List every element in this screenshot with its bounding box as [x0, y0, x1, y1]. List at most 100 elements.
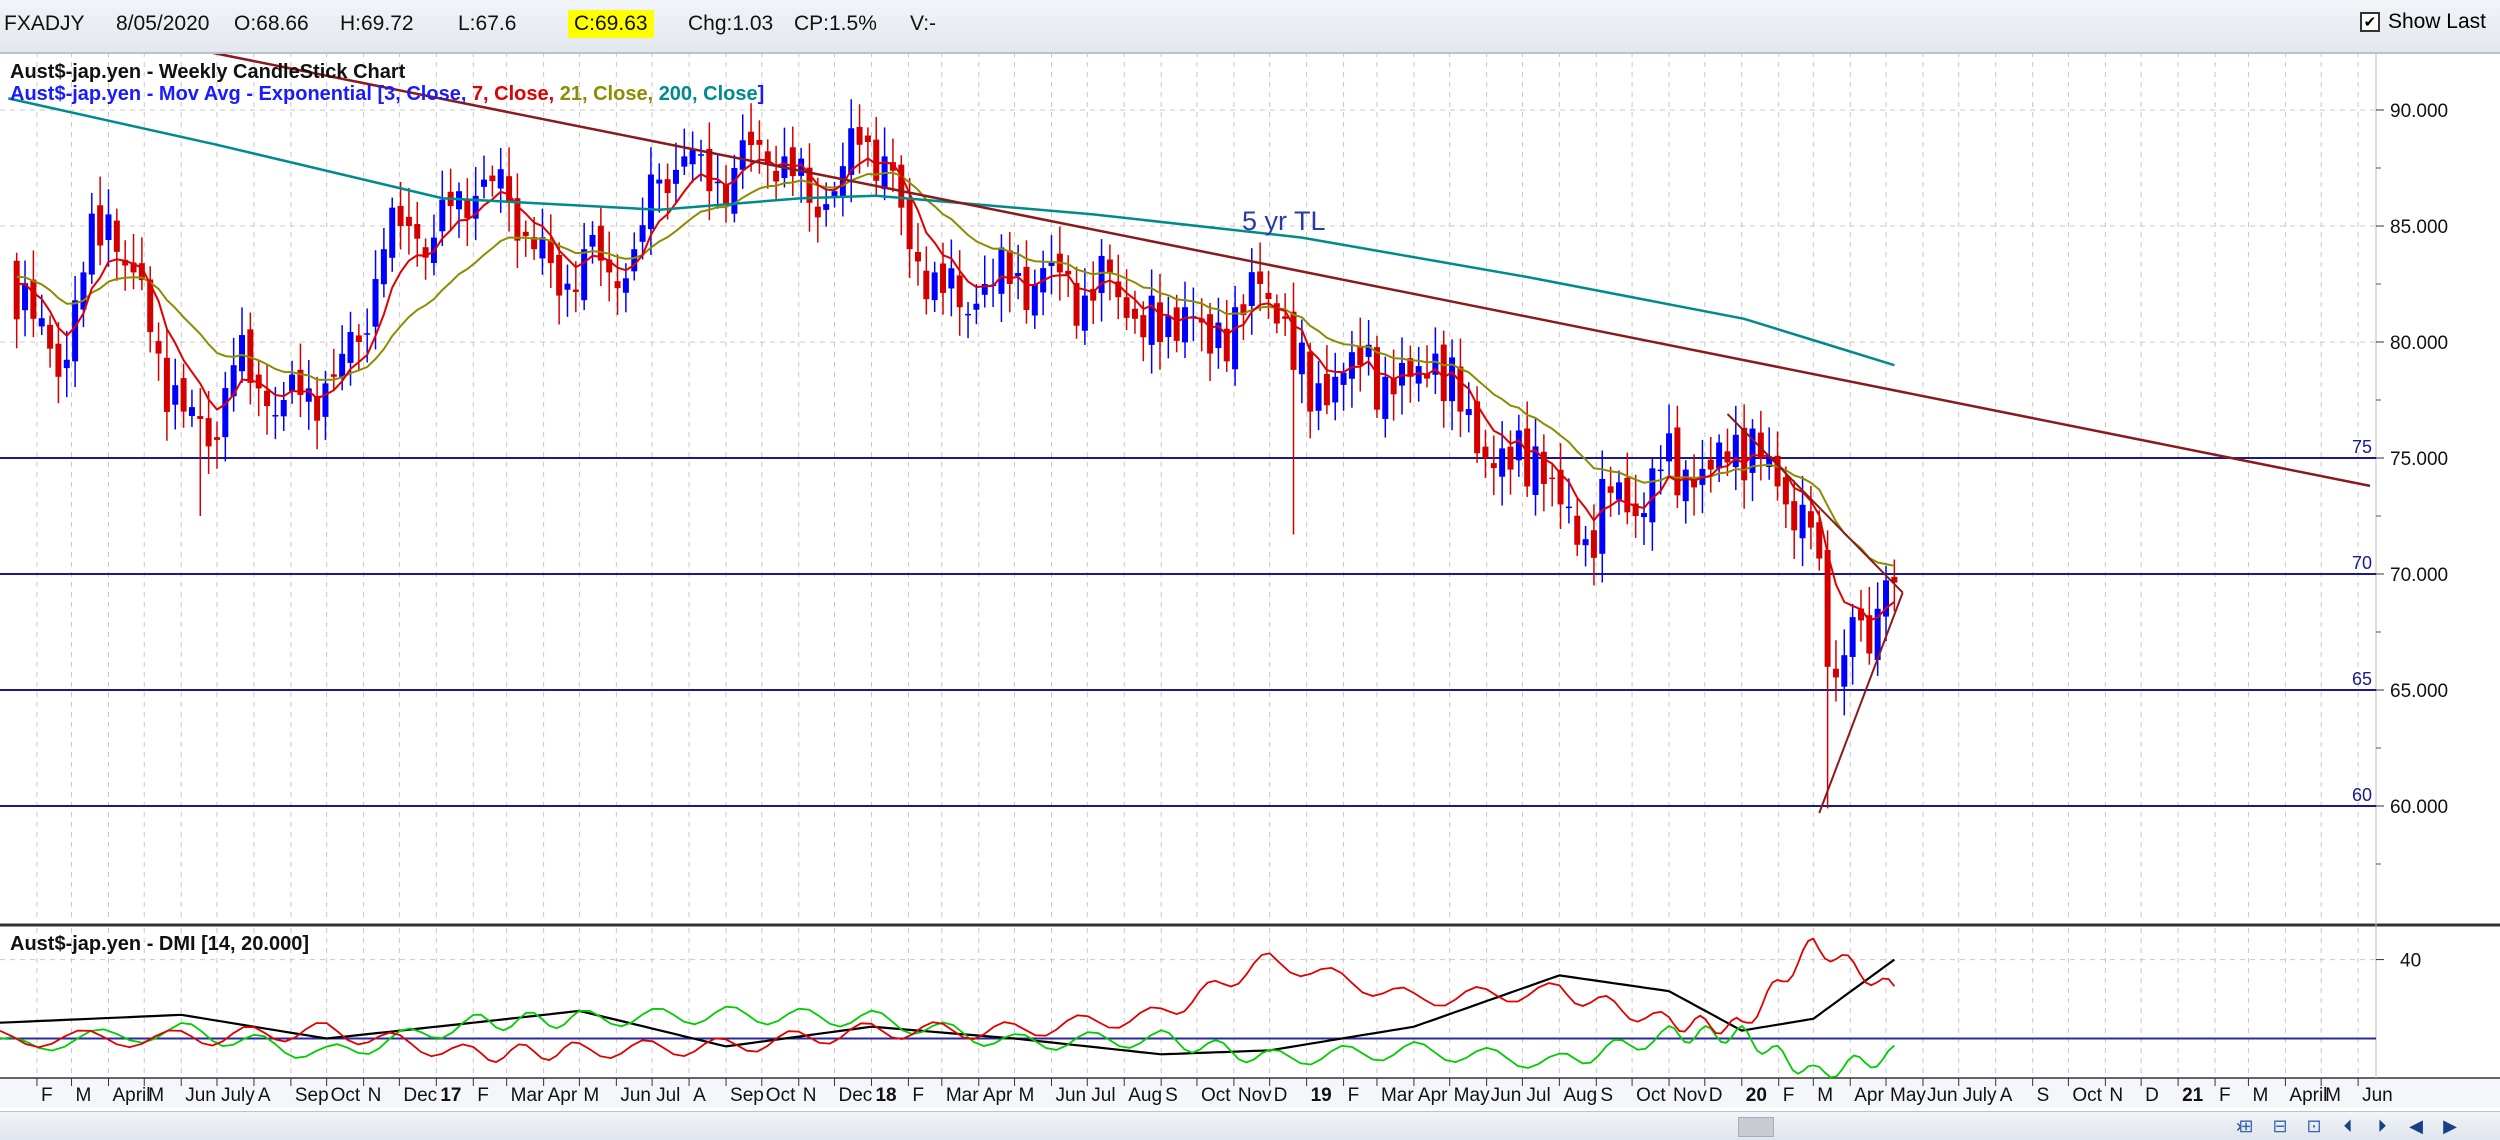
candle-body	[823, 204, 830, 210]
candle-body	[155, 341, 162, 354]
candle-body	[197, 416, 204, 419]
candle-body	[1874, 608, 1881, 660]
show-last-toggle[interactable]: ✔ Show Last	[2359, 10, 2486, 34]
dmi-y-tick-label: 40	[2400, 951, 2421, 972]
candle-body	[547, 239, 554, 264]
close-value: C:69.63	[568, 10, 654, 38]
x-tick-label: Apr	[1854, 1085, 1884, 1106]
scrollbar-thumb[interactable]	[1738, 1117, 1774, 1137]
ema200-line	[8, 97, 1895, 367]
x-tick-label: Nov	[1238, 1085, 1272, 1106]
candle-body	[681, 156, 688, 167]
candle-body	[1624, 477, 1631, 513]
candle-body	[1123, 297, 1130, 318]
zoom-in-icon[interactable]: ⊞	[2238, 1115, 2254, 1136]
candle-body	[138, 263, 145, 281]
candle-body	[889, 162, 896, 171]
candle-body	[481, 179, 488, 187]
candle-body	[1432, 353, 1439, 375]
x-tick-label: S	[1165, 1085, 1178, 1106]
candle-body	[47, 324, 54, 349]
candle-body	[631, 249, 638, 272]
candle-body	[1841, 655, 1848, 687]
x-tick-label: 17	[440, 1085, 461, 1106]
candle-body	[965, 313, 972, 316]
x-tick-label: S	[2037, 1085, 2050, 1106]
show-last-checkbox[interactable]: ✔	[2359, 12, 2380, 32]
zoom-reset-icon[interactable]: ⊡	[2306, 1115, 2322, 1136]
candle-body	[1716, 442, 1723, 469]
candle-body	[522, 231, 529, 237]
change-value: Chg:1.03	[688, 12, 774, 35]
candle-body	[998, 247, 1005, 294]
candle-body	[1757, 432, 1764, 458]
candle-body	[205, 418, 212, 447]
x-tick-label: May	[1454, 1085, 1490, 1106]
candle-body	[756, 139, 763, 145]
candle-body	[105, 214, 112, 240]
candle-body	[597, 225, 604, 261]
x-tick-label: F	[2219, 1085, 2231, 1106]
ma-legend-item: 21, Close,	[560, 83, 659, 105]
candle-body	[113, 220, 120, 252]
candle-body	[506, 176, 513, 203]
candle-body	[689, 148, 696, 165]
dmi-di-line	[0, 1005, 1895, 1079]
candle-body	[1031, 284, 1038, 316]
candle-body	[389, 207, 396, 258]
scroll-arrow-right-icon[interactable]: ›	[2236, 1115, 2242, 1136]
scroll-right-icon[interactable]: ▶	[2443, 1115, 2457, 1136]
bottom-scrollbar[interactable]: › ⊞ ⊟ ⊡ ⏴ ⏵ ◀ ▶	[0, 1111, 2500, 1140]
x-tick-label: Oct	[2072, 1085, 2102, 1106]
candle-body	[856, 126, 863, 145]
candle-body	[1065, 270, 1072, 275]
candle-body	[798, 158, 805, 176]
candle-body	[714, 181, 721, 184]
y-tick-label: 75.000	[2390, 449, 2448, 470]
candle-body	[1415, 366, 1422, 384]
x-tick-label: F	[41, 1085, 53, 1106]
dmi-di-line	[0, 937, 1896, 1064]
x-tick-label: Oct	[331, 1085, 361, 1106]
scroll-left-end-icon[interactable]: ⏴	[2343, 1115, 2353, 1136]
candle-body	[1340, 372, 1347, 385]
candle-body	[347, 331, 354, 363]
candle-body	[1215, 322, 1222, 349]
scroll-right-end-icon[interactable]: ⏵	[2377, 1115, 2387, 1136]
x-tick-label: Dec	[839, 1085, 873, 1106]
candle-body	[1674, 427, 1681, 496]
candle-body	[1407, 358, 1414, 377]
candle-body	[839, 166, 846, 196]
candle-body	[1457, 366, 1464, 412]
x-tick-label: Jun	[1491, 1085, 1522, 1106]
candle-body	[848, 128, 855, 175]
x-tick-label: Oct	[1201, 1085, 1231, 1106]
x-tick-label: F	[1348, 1085, 1360, 1106]
candle-body	[664, 179, 671, 194]
x-tick-label: Jun	[185, 1085, 216, 1106]
scroll-left-icon[interactable]: ◀	[2409, 1115, 2423, 1136]
x-tick-label: A	[693, 1085, 706, 1106]
candle-body	[63, 359, 70, 369]
candle-body	[606, 259, 613, 273]
candle-body	[1048, 262, 1055, 266]
candle-body	[914, 251, 921, 262]
candle-body	[1774, 455, 1781, 487]
candle-body	[1607, 486, 1614, 493]
candle-body	[1282, 316, 1289, 319]
x-tick-label: M	[1817, 1085, 1833, 1106]
candle-body	[898, 164, 905, 208]
zoom-out-icon[interactable]: ⊟	[2272, 1115, 2288, 1136]
candle-body	[706, 148, 713, 192]
x-tick-label: Aug	[1128, 1085, 1162, 1106]
candle-body	[280, 400, 287, 417]
x-tick-label: M	[148, 1085, 164, 1106]
candle-body	[1582, 539, 1589, 546]
candle-body	[1148, 295, 1155, 345]
candle-body	[1015, 273, 1022, 277]
candle-body	[1707, 459, 1714, 470]
x-tick-label: M	[2325, 1085, 2341, 1106]
candle-body	[1807, 511, 1814, 528]
candle-body	[1449, 357, 1456, 402]
candle-body	[1440, 344, 1447, 402]
